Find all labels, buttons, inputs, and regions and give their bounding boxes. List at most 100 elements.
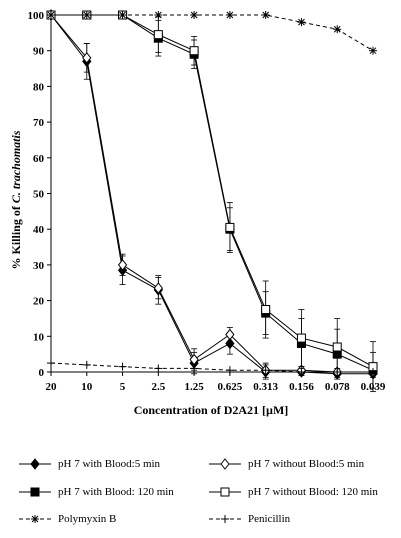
legend-swatch (19, 515, 51, 523)
y-tick-label: 100 (28, 10, 45, 22)
data-point (189, 46, 199, 56)
series-2 (46, 9, 378, 378)
data-point (261, 366, 270, 375)
legend-item-2: pH 7 without Blood:5 min (208, 455, 364, 473)
x-tick-label: 1.25 (184, 381, 204, 393)
series-line (51, 14, 374, 368)
series-line (51, 14, 374, 371)
data-point (118, 11, 127, 19)
legend-label: pH 7 without Blood: 120 min (248, 486, 378, 498)
legend: pH 7 with Blood:5 min pH 7 without Blood:… (18, 455, 398, 535)
asterisk-stroke (31, 515, 39, 523)
y-axis-label-organism: C. trachomatis (9, 130, 23, 203)
x-tick-label: 5 (120, 381, 126, 393)
axes (50, 15, 373, 373)
asterisk-stroke (333, 25, 341, 33)
data-point (332, 342, 342, 352)
chart: 0 10 20 30 40 50 60 70 80 90 100 20 10 5 2.5 1.25 0.625… (9, 9, 386, 417)
y-tick-label: 0 (39, 367, 45, 379)
legend-marker (220, 487, 230, 497)
legend-label: Penicillin (248, 513, 291, 525)
legend-swatch (209, 515, 241, 523)
asterisk-stroke (119, 11, 126, 19)
data-point (118, 362, 127, 371)
series-line (50, 14, 373, 375)
asterisk-stroke (83, 11, 91, 19)
data-point (225, 328, 235, 341)
y-tick-label: 20 (33, 296, 45, 308)
data-point (225, 11, 234, 19)
data-point (82, 360, 91, 369)
y-axis-label-prefix: % Killing of (9, 203, 23, 269)
y-tick-label: 50 (33, 189, 45, 201)
legend-swatch (209, 487, 241, 497)
data-point (190, 11, 199, 19)
legend-label: pH 7 without Blood:5 min (248, 458, 365, 470)
asterisk-stroke (226, 11, 234, 19)
legend-item-4: pH 7 without Blood: 120 min (208, 483, 378, 501)
data-point (153, 30, 163, 40)
x-tick-label: 20 (46, 381, 58, 393)
y-axis-ticks: 0 10 20 30 40 50 60 70 80 90 100 (28, 10, 51, 379)
series-line (50, 362, 373, 373)
data-point (225, 222, 235, 232)
data-point (261, 11, 270, 19)
series-line (51, 14, 374, 52)
data-point (117, 259, 128, 271)
y-axis-label: % Killing of C. trachomatis (9, 130, 23, 269)
data-point (297, 18, 306, 27)
data-point (369, 368, 377, 376)
x-tick-label: 0.078 (325, 381, 350, 393)
legend-label: Polymyxin B (58, 513, 117, 525)
data-point (297, 368, 306, 376)
x-tick-label: 2.5 (151, 381, 165, 393)
y-tick-label: 60 (33, 153, 45, 165)
x-tick-label: 0.156 (289, 381, 314, 393)
legend-marker (30, 487, 40, 497)
asterisk-stroke (47, 11, 55, 19)
asterisk-stroke (369, 47, 377, 55)
x-axis-label: Concentration of D2A21 [µM] (134, 403, 289, 417)
legend-item-3: pH 7 with Blood: 120 min (18, 483, 174, 501)
plot-area (46, 9, 378, 393)
legend-swatch (209, 458, 241, 470)
series-5 (47, 11, 377, 55)
legend-marker (221, 515, 229, 523)
legend-marker (220, 458, 230, 470)
legend-swatch (19, 487, 51, 497)
y-tick-label: 40 (33, 224, 45, 236)
data-point (225, 366, 234, 375)
data-point (333, 368, 342, 376)
series-6 (47, 359, 377, 376)
asterisk-stroke (154, 11, 162, 19)
asterisk-stroke (298, 18, 305, 26)
data-point (82, 11, 91, 19)
data-point (154, 11, 163, 19)
legend-marker (30, 458, 40, 470)
data-point (190, 364, 199, 373)
series-line (50, 14, 373, 373)
data-point (296, 333, 306, 343)
data-point (47, 359, 55, 368)
y-tick-label: 30 (33, 260, 45, 272)
series-4 (46, 10, 378, 393)
x-tick-label: 0.625 (218, 381, 243, 393)
y-tick-label: 70 (33, 117, 45, 129)
data-point (82, 52, 92, 64)
y-tick-label: 90 (33, 46, 45, 58)
legend-swatch (19, 458, 51, 470)
data-point (47, 11, 55, 19)
legend-label: pH 7 with Blood:5 min (58, 458, 161, 470)
data-point (153, 282, 163, 294)
data-point (154, 364, 163, 373)
series-3 (46, 10, 378, 389)
legend-item-5: Polymyxin B (18, 510, 116, 528)
legend-item-1: pH 7 with Blood:5 min (18, 455, 160, 473)
data-point (261, 305, 271, 315)
data-point (333, 25, 342, 34)
legend-marker (31, 515, 39, 523)
y-tick-label: 80 (33, 81, 45, 93)
asterisk-stroke (190, 11, 198, 19)
series-1 (46, 9, 378, 380)
legend-label: pH 7 with Blood: 120 min (58, 486, 174, 498)
